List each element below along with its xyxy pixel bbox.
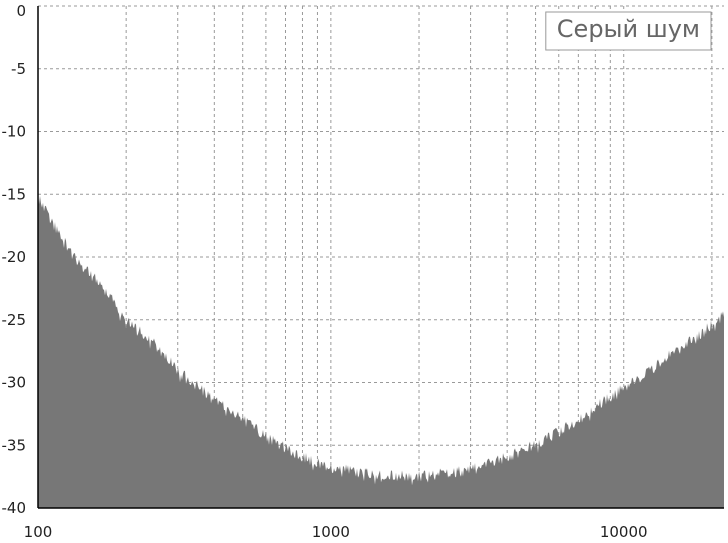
y-tick-label: -35 xyxy=(2,436,27,454)
spectrum-area xyxy=(38,192,724,508)
y-tick-label: -30 xyxy=(2,374,27,392)
x-tick-label: 10000 xyxy=(600,523,648,541)
y-tick-label: -25 xyxy=(2,311,27,329)
axes xyxy=(37,6,724,509)
x-tick-label: 1000 xyxy=(312,523,350,541)
legend-entry: Серый шум xyxy=(557,15,700,43)
y-tick-labels: 0 -5 -10 -15 -20 -25 -30 -35 -40 xyxy=(2,2,27,517)
x-tick-label: 100 xyxy=(24,523,53,541)
y-tick-label: 0 xyxy=(16,2,26,20)
legend: Серый шум xyxy=(545,11,712,51)
spectrum-fill xyxy=(38,192,724,508)
legend-box xyxy=(545,11,712,51)
y-tick-label: -5 xyxy=(11,60,26,78)
x-tick-labels: 100 1000 10000 xyxy=(24,523,648,541)
y-tick-label: -10 xyxy=(2,123,27,141)
y-tick-label: -20 xyxy=(2,248,27,266)
y-tick-label: -15 xyxy=(2,185,27,203)
y-tick-label: -40 xyxy=(2,499,27,517)
